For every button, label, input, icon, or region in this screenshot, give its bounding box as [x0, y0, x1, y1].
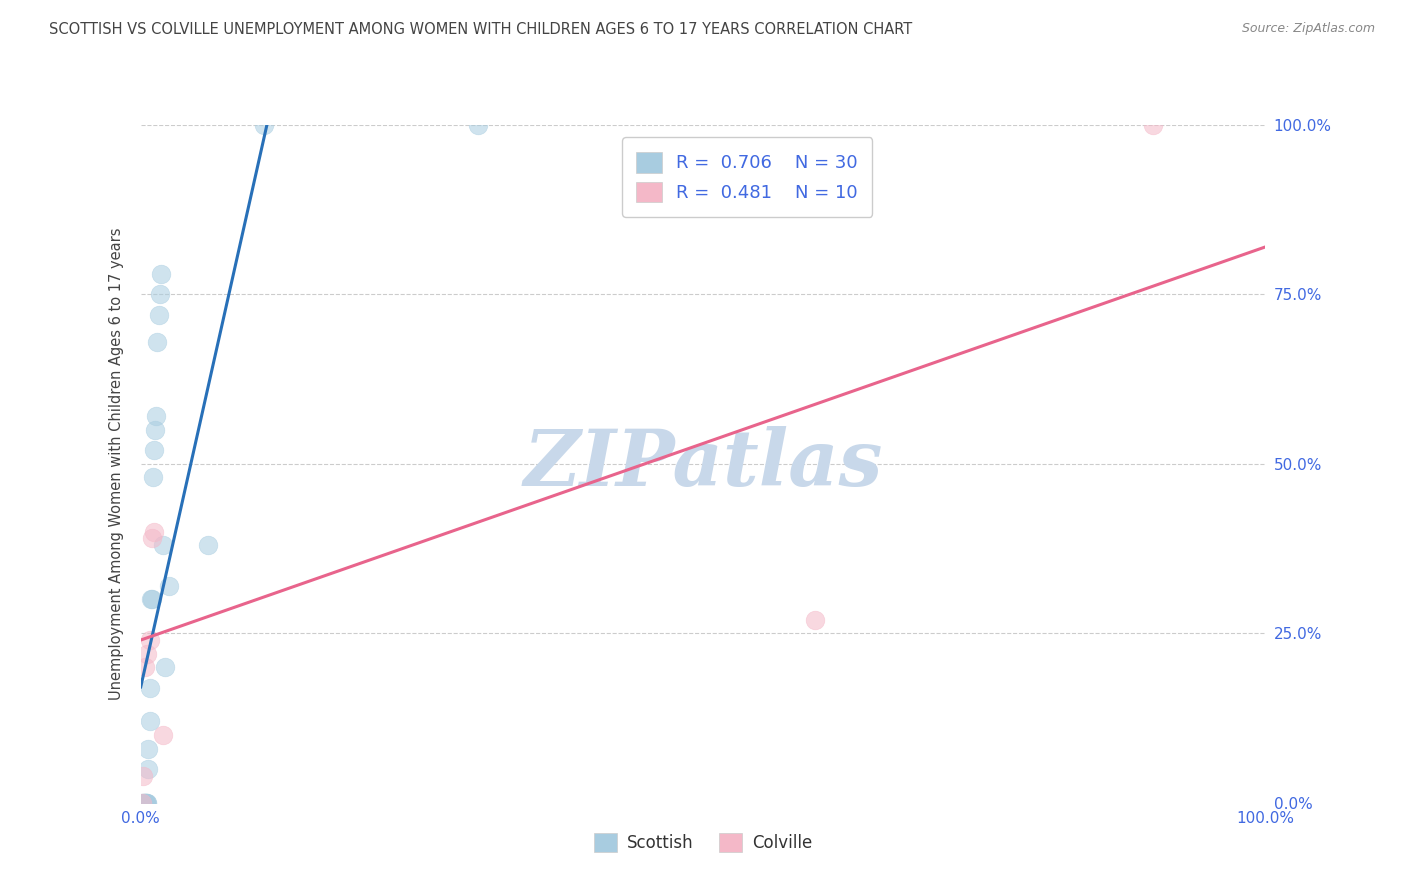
Point [197, 538, 219, 552]
Point [138, 762, 160, 776]
Point [134, 796, 156, 810]
Text: SCOTTISH VS COLVILLE UNEMPLOYMENT AMONG WOMEN WITH CHILDREN AGES 6 TO 17 YEARS C: SCOTTISH VS COLVILLE UNEMPLOYMENT AMONG … [49, 22, 912, 37]
Point [136, 647, 159, 661]
Point [157, 579, 180, 593]
Point [132, 796, 155, 810]
Point [152, 728, 174, 742]
Point [141, 592, 163, 607]
Point [134, 660, 156, 674]
Text: ZIPatlas: ZIPatlas [523, 425, 883, 502]
Point [143, 443, 166, 458]
Point [138, 714, 160, 729]
Point [145, 409, 167, 424]
Text: Source: ZipAtlas.com: Source: ZipAtlas.com [1241, 22, 1375, 36]
Legend: Scottish, Colville: Scottish, Colville [588, 826, 818, 859]
Point [139, 592, 162, 607]
Point [149, 267, 172, 281]
Point [131, 796, 153, 810]
Point [467, 118, 489, 132]
Point [135, 796, 157, 810]
Point [155, 660, 177, 674]
Point [148, 308, 170, 322]
Point [131, 796, 153, 810]
Point [143, 524, 166, 539]
Point [132, 769, 155, 783]
Point [136, 796, 159, 810]
Point [141, 532, 163, 546]
Point [138, 633, 160, 648]
Point [138, 681, 160, 695]
Point [136, 796, 159, 810]
Point [132, 796, 155, 810]
Point [1142, 118, 1164, 132]
Y-axis label: Unemployment Among Women with Children Ages 6 to 17 years: Unemployment Among Women with Children A… [108, 227, 124, 700]
Point [143, 423, 166, 437]
Point [804, 613, 827, 627]
Point [138, 741, 160, 756]
Point [135, 796, 157, 810]
Point [253, 118, 276, 132]
Point [142, 470, 165, 484]
Point [146, 334, 169, 349]
Point [132, 796, 155, 810]
Point [152, 538, 174, 552]
Point [134, 796, 156, 810]
Point [149, 287, 172, 301]
